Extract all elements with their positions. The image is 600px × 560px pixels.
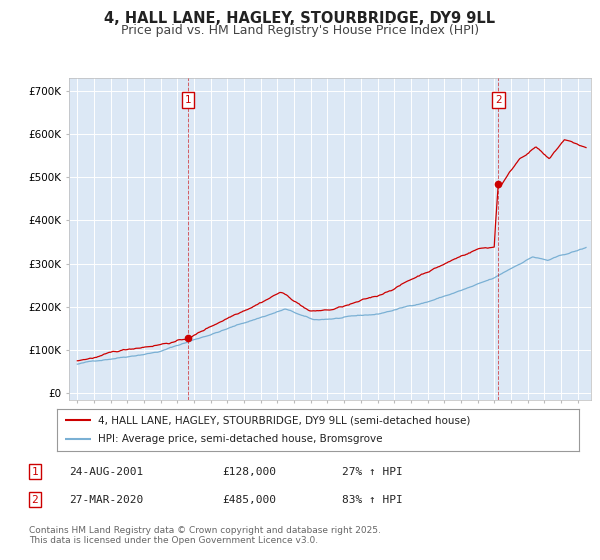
Text: £128,000: £128,000 xyxy=(222,466,276,477)
Text: 1: 1 xyxy=(31,466,38,477)
Text: 24-AUG-2001: 24-AUG-2001 xyxy=(69,466,143,477)
Text: HPI: Average price, semi-detached house, Bromsgrove: HPI: Average price, semi-detached house,… xyxy=(98,435,382,445)
Text: £485,000: £485,000 xyxy=(222,494,276,505)
Text: 1: 1 xyxy=(185,95,191,105)
Text: 4, HALL LANE, HAGLEY, STOURBRIDGE, DY9 9LL: 4, HALL LANE, HAGLEY, STOURBRIDGE, DY9 9… xyxy=(104,11,496,26)
Text: 27-MAR-2020: 27-MAR-2020 xyxy=(69,494,143,505)
Text: 27% ↑ HPI: 27% ↑ HPI xyxy=(342,466,403,477)
Text: Contains HM Land Registry data © Crown copyright and database right 2025.: Contains HM Land Registry data © Crown c… xyxy=(29,526,380,535)
Text: 83% ↑ HPI: 83% ↑ HPI xyxy=(342,494,403,505)
Text: 2: 2 xyxy=(495,95,502,105)
Text: Price paid vs. HM Land Registry's House Price Index (HPI): Price paid vs. HM Land Registry's House … xyxy=(121,24,479,36)
Text: 2: 2 xyxy=(31,494,38,505)
Text: This data is licensed under the Open Government Licence v3.0.: This data is licensed under the Open Gov… xyxy=(29,536,318,545)
Text: 4, HALL LANE, HAGLEY, STOURBRIDGE, DY9 9LL (semi-detached house): 4, HALL LANE, HAGLEY, STOURBRIDGE, DY9 9… xyxy=(98,415,470,425)
